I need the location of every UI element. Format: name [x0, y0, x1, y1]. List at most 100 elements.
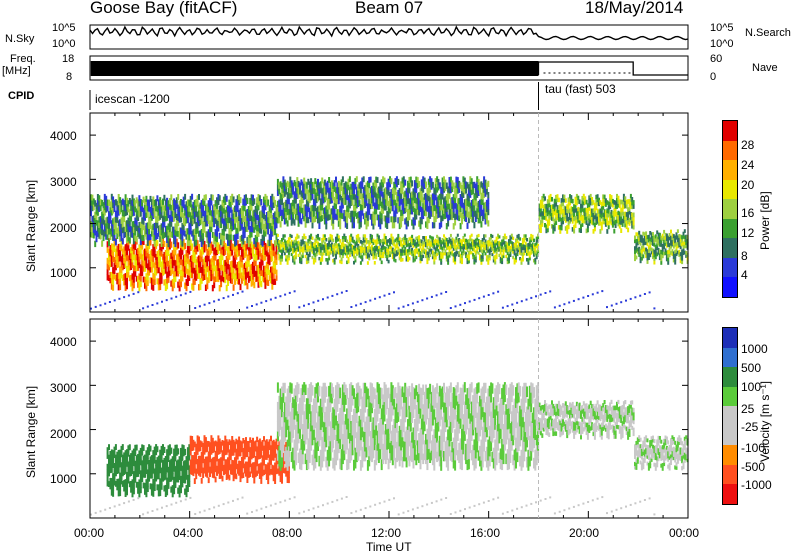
scatter-cell: [562, 209, 564, 214]
scatter-cell: [283, 247, 286, 251]
scatter-cell: [206, 248, 209, 256]
scatter-cell: [236, 227, 239, 234]
scatter-cell: [517, 246, 520, 250]
scatter-cell: [383, 199, 386, 206]
scatter-cell: [391, 236, 394, 240]
scatter-cell: [575, 201, 578, 206]
scatter-cell: [108, 222, 110, 229]
scatter-cell: [217, 209, 220, 216]
scatter-cell: [412, 253, 415, 257]
scatter-cell: [178, 261, 181, 269]
scatter-cell: [351, 181, 354, 189]
scatter-cell: [674, 253, 677, 258]
scatter-cell: [270, 234, 272, 240]
scatter-cell: [229, 261, 232, 268]
scatter-cell: [221, 211, 224, 218]
scatter-cell: [394, 188, 397, 195]
scatter-cell: [480, 181, 483, 188]
scatter-cell: [224, 199, 227, 205]
scatter-cell: [661, 233, 664, 238]
scatter-cell: [629, 201, 632, 206]
scatter-cell: [557, 213, 560, 218]
scatter-cell: [232, 272, 235, 280]
scatter-cell: [354, 259, 357, 263]
scatter-cell: [443, 247, 445, 251]
scatter-cell: [459, 256, 462, 261]
scatter-cell: [438, 240, 441, 244]
scatter-cell: [386, 251, 389, 256]
scatter-cell: [130, 205, 133, 211]
scatter-cell: [581, 196, 584, 201]
scatter-cell: [152, 234, 155, 241]
scatter-cell: [408, 182, 411, 189]
scatter-cell: [257, 247, 260, 255]
scatter-cell: [534, 248, 537, 253]
freq-block: [90, 61, 539, 76]
scatter-cell: [263, 196, 265, 203]
scatter-cell: [224, 242, 227, 250]
scatter-cell: [138, 279, 141, 286]
scatter-cell: [308, 240, 311, 244]
scatter-cell: [488, 257, 491, 261]
scatter-cell: [441, 246, 444, 251]
scatter-cell: [221, 264, 224, 271]
nave-tick-top: 60: [710, 53, 723, 65]
scatter-cell: [246, 214, 249, 221]
scatter-cell: [214, 270, 217, 277]
scatter-cell: [375, 203, 378, 209]
scatter-cell: [203, 221, 206, 228]
scatter-cell: [409, 208, 412, 215]
scatter-cell: [148, 470, 151, 477]
scatter-dot: [170, 297, 173, 300]
scatter-cell: [287, 187, 290, 194]
scatter-cell: [373, 254, 376, 259]
scatter-cell: [163, 268, 166, 275]
scatter-cell: [127, 266, 130, 273]
scatter-cell: [441, 249, 444, 253]
scatter-cell: [339, 182, 342, 189]
scatter-cell: [551, 216, 553, 221]
scatter-cell: [270, 201, 272, 208]
scatter-cell: [204, 204, 207, 211]
scatter-cell: [202, 269, 205, 276]
scatter-cell: [333, 242, 336, 247]
scatter-cell: [318, 211, 321, 218]
scatter-cell: [254, 217, 257, 224]
scatter-cell: [135, 444, 138, 451]
scatter-cell: [114, 199, 117, 206]
scatter-cell: [400, 221, 403, 228]
scatter-cell: [200, 240, 203, 247]
scatter-cell: [379, 222, 382, 230]
scatter-cell: [257, 199, 260, 206]
scatter-cell: [519, 251, 522, 255]
scatter-cell: [620, 199, 623, 205]
scatter-cell: [312, 242, 315, 247]
scatter-cell: [184, 265, 187, 272]
scatter-cell: [323, 212, 326, 219]
scatter-cell: [466, 193, 469, 201]
scatter-cell: [216, 243, 218, 250]
scatter-cell: [653, 238, 656, 244]
scatter-cell: [152, 223, 155, 230]
scatter-cell: [408, 248, 411, 252]
scatter-cell: [293, 248, 296, 253]
scatter-cell: [175, 243, 178, 250]
scatter-cell: [257, 253, 260, 260]
scatter-cell: [141, 264, 144, 271]
scatter-cell: [347, 195, 350, 202]
scatter-cell: [213, 259, 216, 266]
scatter-cell: [106, 274, 109, 281]
scatter-cell: [217, 215, 220, 221]
scatter-cell: [279, 204, 282, 211]
scatter-cell: [101, 217, 104, 224]
scatter-cell: [283, 207, 286, 214]
scatter-cell: [426, 216, 429, 224]
scatter-cell: [106, 263, 109, 270]
scatter-cell: [340, 201, 343, 208]
scatter-cell: [627, 211, 630, 217]
scatter-cell: [445, 240, 448, 245]
scatter-cell: [283, 185, 286, 192]
scatter-cell: [239, 208, 242, 215]
scatter-cell: [108, 239, 110, 247]
scatter-dot: [639, 294, 642, 297]
